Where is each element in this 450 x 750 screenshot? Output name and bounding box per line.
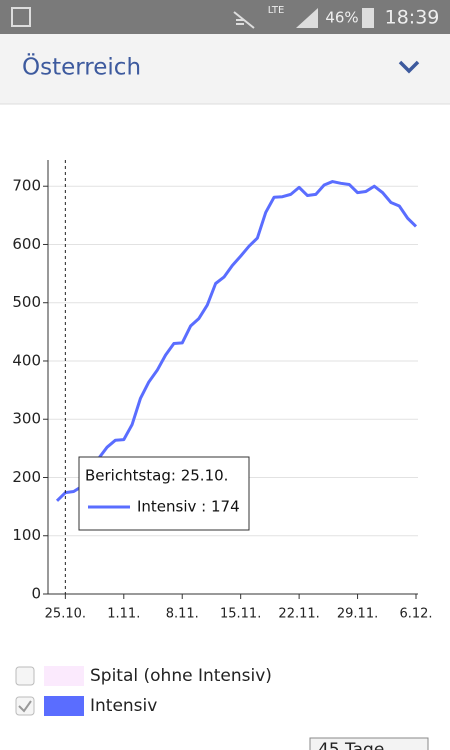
range-select-label[interactable]: 45 Tage — [318, 740, 384, 750]
battery-icon — [362, 8, 374, 28]
network-label: LTE — [268, 5, 285, 16]
chart: Personen im Krankenhaus 0100200300400500… — [6, 85, 433, 716]
legend-checkbox[interactable] — [15, 666, 35, 686]
dropdown-chevron[interactable] — [398, 60, 420, 74]
x-tick-label: 25.10. — [45, 607, 86, 622]
x-tick-label: 6.12. — [399, 607, 432, 622]
legend-check[interactable] — [18, 700, 32, 713]
x-tick-label: 29.11. — [337, 607, 378, 622]
tooltip-title: Berichtstag: 25.10. — [85, 467, 228, 485]
app-header — [0, 34, 450, 104]
x-tick-label: 8.11. — [166, 607, 199, 622]
legend-label[interactable]: Intensiv — [90, 696, 157, 716]
legend-swatch[interactable] — [44, 666, 84, 686]
x-tick-label: 1.11. — [107, 607, 140, 622]
y-tick-label: 500 — [12, 293, 41, 311]
series-line — [55, 180, 418, 502]
y-tick-label: 0 — [31, 585, 41, 603]
y-tick-label: 100 — [12, 526, 41, 544]
signal-icon — [296, 8, 318, 28]
y-tick-label: 200 — [12, 468, 41, 486]
y-tick-label: 400 — [12, 351, 41, 369]
legend-swatch[interactable] — [44, 696, 84, 716]
legend-label[interactable]: Spital (ohne Intensiv) — [90, 666, 272, 686]
gallery-icon — [11, 7, 31, 27]
x-tick-label: 22.11. — [278, 607, 319, 622]
status-bar — [0, 0, 450, 34]
y-tick-label: 600 — [12, 235, 41, 253]
clock: 18:39 — [385, 7, 440, 29]
y-tick-label: 300 — [12, 410, 41, 428]
tooltip-label: Intensiv : 174 — [137, 498, 240, 516]
range-select[interactable] — [309, 737, 429, 750]
tooltip — [78, 456, 250, 531]
y-tick-label: 700 — [12, 177, 41, 195]
legend-checkbox[interactable] — [15, 696, 35, 716]
battery-level: 46% — [325, 9, 358, 27]
region-title[interactable]: Österreich — [22, 53, 141, 81]
x-tick-label: 15.11. — [220, 607, 261, 622]
mute-icon — [233, 11, 255, 29]
